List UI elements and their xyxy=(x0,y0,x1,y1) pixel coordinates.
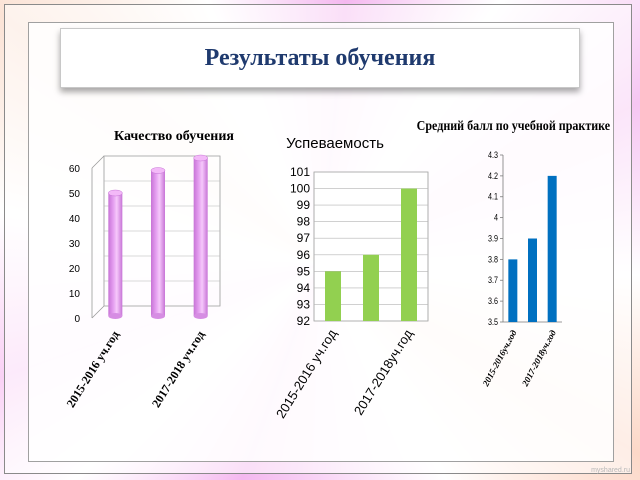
watermark: myshared.ru xyxy=(591,467,630,474)
practice-chart-ytick: 3.5 xyxy=(488,317,498,327)
practice-chart-ytick: 4.2 xyxy=(488,171,498,181)
quality-chart-top-edge xyxy=(91,155,105,169)
slide-title-box: Результаты обучения xyxy=(60,28,580,88)
quality-chart-yticks: 0 10 20 30 40 50 60 xyxy=(69,164,81,325)
practice-chart-bar xyxy=(528,238,537,322)
progress-chart-ytick: 94 xyxy=(297,281,311,295)
quality-chart-bar xyxy=(193,154,208,319)
quality-chart-title: Качество обучения xyxy=(114,129,234,144)
quality-chart-ytick: 0 xyxy=(74,314,80,325)
practice-chart-bar xyxy=(547,175,557,322)
progress-chart-ytick: 97 xyxy=(297,231,311,245)
progress-chart-yticks: 92 93 94 95 96 97 98 99 100 101 xyxy=(290,165,310,328)
slide-title: Результаты обучения xyxy=(204,44,436,71)
progress-chart-bars xyxy=(325,188,417,321)
progress-chart-bar xyxy=(401,188,417,321)
practice-chart-ytick: 3.7 xyxy=(488,276,498,286)
quality-chart-bar-base xyxy=(108,313,123,319)
progress-chart-ytick: 96 xyxy=(297,248,311,262)
practice-chart-ytick: 4.3 xyxy=(488,150,498,160)
quality-chart-ytick: 30 xyxy=(69,239,81,250)
quality-chart-ytick: 40 xyxy=(69,214,81,225)
quality-chart-bar-body xyxy=(151,170,165,316)
progress-chart-ytick: 101 xyxy=(290,165,310,179)
progress-chart-ytick: 92 xyxy=(297,314,311,328)
practice-chart-yticks: 3.5 3.6 3.7 3.8 3.9 4 4.1 4.2 4.3 xyxy=(488,150,498,327)
quality-chart-bar-cap xyxy=(193,154,208,162)
progress-chart-ytick: 98 xyxy=(297,215,311,229)
quality-chart-bar-cap xyxy=(108,189,123,197)
quality-chart-bar-base xyxy=(193,313,208,319)
quality-chart-bars xyxy=(108,154,208,319)
practice-chart-ytick: 3.8 xyxy=(488,255,498,265)
practice-chart-ytick: 4.1 xyxy=(488,192,498,202)
quality-chart-ytick: 20 xyxy=(69,264,81,275)
practice-chart-ytick: 4 xyxy=(494,213,498,223)
quality-chart-floor-edge xyxy=(91,305,105,319)
progress-chart-ytick: 100 xyxy=(290,182,310,196)
practice-chart-categories: 2015-2016уч.год 2017-2018уч.год xyxy=(480,328,558,389)
practice-chart-category: 2015-2016уч.год xyxy=(480,328,519,389)
quality-chart-bar-base xyxy=(151,313,165,319)
progress-chart-ytick: 99 xyxy=(297,198,311,212)
progress-chart-ytick: 93 xyxy=(297,297,311,311)
practice-chart-ytick: 3.6 xyxy=(488,296,498,306)
progress-chart-bar xyxy=(363,254,379,321)
practice-chart-ytick: 3.9 xyxy=(488,234,498,244)
progress-chart-title: Успеваемость xyxy=(286,135,384,152)
progress-chart-bar xyxy=(325,271,341,321)
practice-chart-bar xyxy=(508,259,518,322)
quality-chart-bar xyxy=(150,167,166,319)
quality-chart-bar-cap xyxy=(150,167,166,174)
quality-chart-bar xyxy=(108,189,123,319)
quality-chart-ytick: 10 xyxy=(69,289,81,300)
practice-chart-category: 2017-2018уч.год xyxy=(519,328,558,389)
practice-chart-title: Средний балл по учебной практике xyxy=(417,117,611,133)
quality-chart-bar-body xyxy=(193,158,208,316)
quality-chart-bar-body xyxy=(108,193,123,316)
practice-chart-bars xyxy=(508,175,557,322)
progress-chart-ytick: 95 xyxy=(297,264,311,278)
quality-chart-ytick: 50 xyxy=(69,189,81,200)
quality-chart-ytick: 60 xyxy=(69,164,81,175)
